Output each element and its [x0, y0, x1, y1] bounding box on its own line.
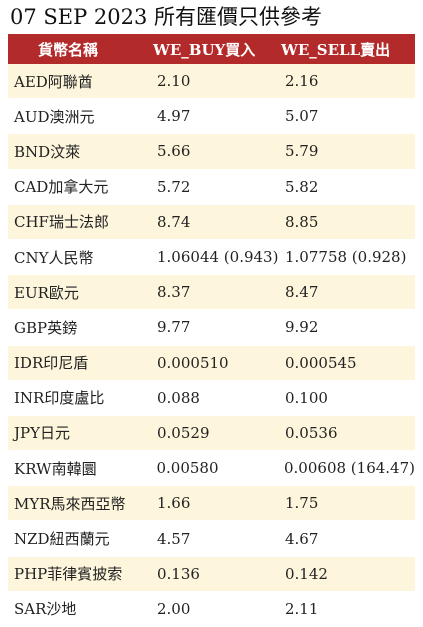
currency-name-cell: AUD澳洲元	[14, 107, 95, 126]
buy-rate-cell: 1.66	[157, 494, 191, 513]
currency-name-cell: EUR歐元	[14, 283, 79, 302]
table-row: KRW南韓圜 0.00580 0.00608 (164.47)	[8, 451, 415, 487]
table-row: JPY日元 0.0529 0.0536	[8, 415, 415, 452]
table-row: GBP英鎊 9.77 9.92	[8, 310, 415, 346]
buy-rate-cell: 0.088	[157, 388, 200, 407]
sell-rate-cell: 4.67	[285, 529, 319, 548]
table-row: CAD加拿大元 5.72 5.82	[8, 169, 415, 205]
exchange-rate-page: 07 SEP 2023 所有匯價只供參考 貨幣名稱 WE_BUY買入 WE_SE…	[8, 5, 415, 619]
sell-rate-cell: 5.79	[285, 142, 319, 161]
buy-rate-cell: 0.136	[157, 564, 200, 583]
header-we-buy: WE_BUY買入	[153, 40, 256, 59]
buy-rate-cell: 9.77	[157, 318, 191, 337]
buy-rate-cell: 5.72	[157, 177, 191, 196]
table-row: INR印度盧比 0.088 0.100	[8, 380, 415, 416]
sell-rate-cell: 0.0536	[285, 423, 338, 442]
sell-rate-cell: 0.000545	[285, 353, 357, 372]
sell-rate-cell: 8.47	[285, 283, 319, 302]
currency-name-cell: PHP菲律賓披索	[14, 565, 123, 584]
currency-name-cell: CNY人民幣	[14, 248, 94, 267]
table-row: EUR歐元 8.37 8.47	[8, 275, 415, 311]
table-header-row: 貨幣名稱 WE_BUY買入 WE_SELL賣出	[8, 34, 415, 64]
currency-name-cell: INR印度盧比	[14, 389, 105, 408]
buy-rate-cell: 4.57	[157, 529, 191, 548]
sell-rate-cell: 2.16	[285, 72, 319, 91]
currency-name-cell: IDR印尼盾	[14, 354, 89, 373]
currency-name-cell: CHF瑞士法郎	[14, 213, 109, 232]
sell-rate-cell: 9.92	[285, 318, 319, 337]
table-row: PHP菲律賓披索 0.136 0.142	[8, 556, 415, 592]
table-row: IDR印尼盾 0.000510 0.000545	[8, 345, 415, 381]
exchange-rate-table: 貨幣名稱 WE_BUY買入 WE_SELL賣出 AED阿聯酋 2.10 2.16…	[8, 34, 415, 627]
table-row: AED阿聯酋 2.10 2.16	[8, 64, 415, 100]
buy-rate-cell: 5.66	[157, 142, 191, 161]
currency-name-cell: SAR沙地	[14, 600, 77, 619]
currency-name-cell: KRW南韓圜	[14, 459, 97, 478]
sell-rate-cell: 1.75	[285, 494, 319, 513]
currency-name-cell: GBP英鎊	[14, 318, 78, 337]
sell-rate-cell: 0.00608 (164.47)	[284, 459, 415, 478]
currency-name-cell: JPY日元	[14, 424, 71, 443]
table-row: MYR馬來西亞幣 1.66 1.75	[8, 486, 415, 522]
buy-rate-cell: 2.10	[157, 72, 191, 91]
buy-rate-cell: 0.00580	[156, 459, 219, 478]
buy-rate-cell: 0.0529	[157, 423, 210, 442]
currency-name-cell: MYR馬來西亞幣	[14, 494, 126, 513]
table-row: CHF瑞士法郎 8.74 8.85	[8, 204, 415, 240]
sell-rate-cell: 2.11	[285, 599, 319, 618]
buy-rate-cell: 1.06044 (0.943)	[157, 248, 279, 267]
buy-rate-cell: 0.000510	[157, 353, 229, 372]
currency-name-cell: CAD加拿大元	[14, 178, 109, 197]
header-currency-name: 貨幣名稱	[38, 40, 99, 59]
currency-name-cell: NZD紐西蘭元	[14, 530, 110, 549]
table-row: SAR沙地 2.00 2.11	[8, 591, 415, 627]
currency-name-cell: AED阿聯酋	[14, 72, 93, 91]
page-title: 07 SEP 2023 所有匯價只供參考	[10, 5, 323, 29]
sell-rate-cell: 0.100	[285, 388, 328, 407]
header-we-sell: WE_SELL賣出	[281, 40, 391, 59]
buy-rate-cell: 8.37	[157, 283, 191, 302]
buy-rate-cell: 2.00	[157, 599, 191, 618]
table-row: BND汶萊 5.66 5.79	[8, 134, 415, 170]
currency-name-cell: BND汶萊	[14, 142, 81, 161]
sell-rate-cell: 0.142	[285, 564, 328, 583]
sell-rate-cell: 1.07758 (0.928)	[285, 248, 407, 267]
buy-rate-cell: 4.97	[157, 107, 191, 126]
table-row: CNY人民幣 1.06044 (0.943) 1.07758 (0.928)	[8, 239, 415, 276]
sell-rate-cell: 5.82	[285, 177, 319, 196]
sell-rate-cell: 8.85	[285, 212, 319, 231]
buy-rate-cell: 8.74	[157, 212, 191, 231]
table-row: AUD澳洲元 4.97 5.07	[8, 99, 415, 135]
table-row: NZD紐西蘭元 4.57 4.67	[8, 521, 415, 557]
sell-rate-cell: 5.07	[285, 107, 319, 126]
